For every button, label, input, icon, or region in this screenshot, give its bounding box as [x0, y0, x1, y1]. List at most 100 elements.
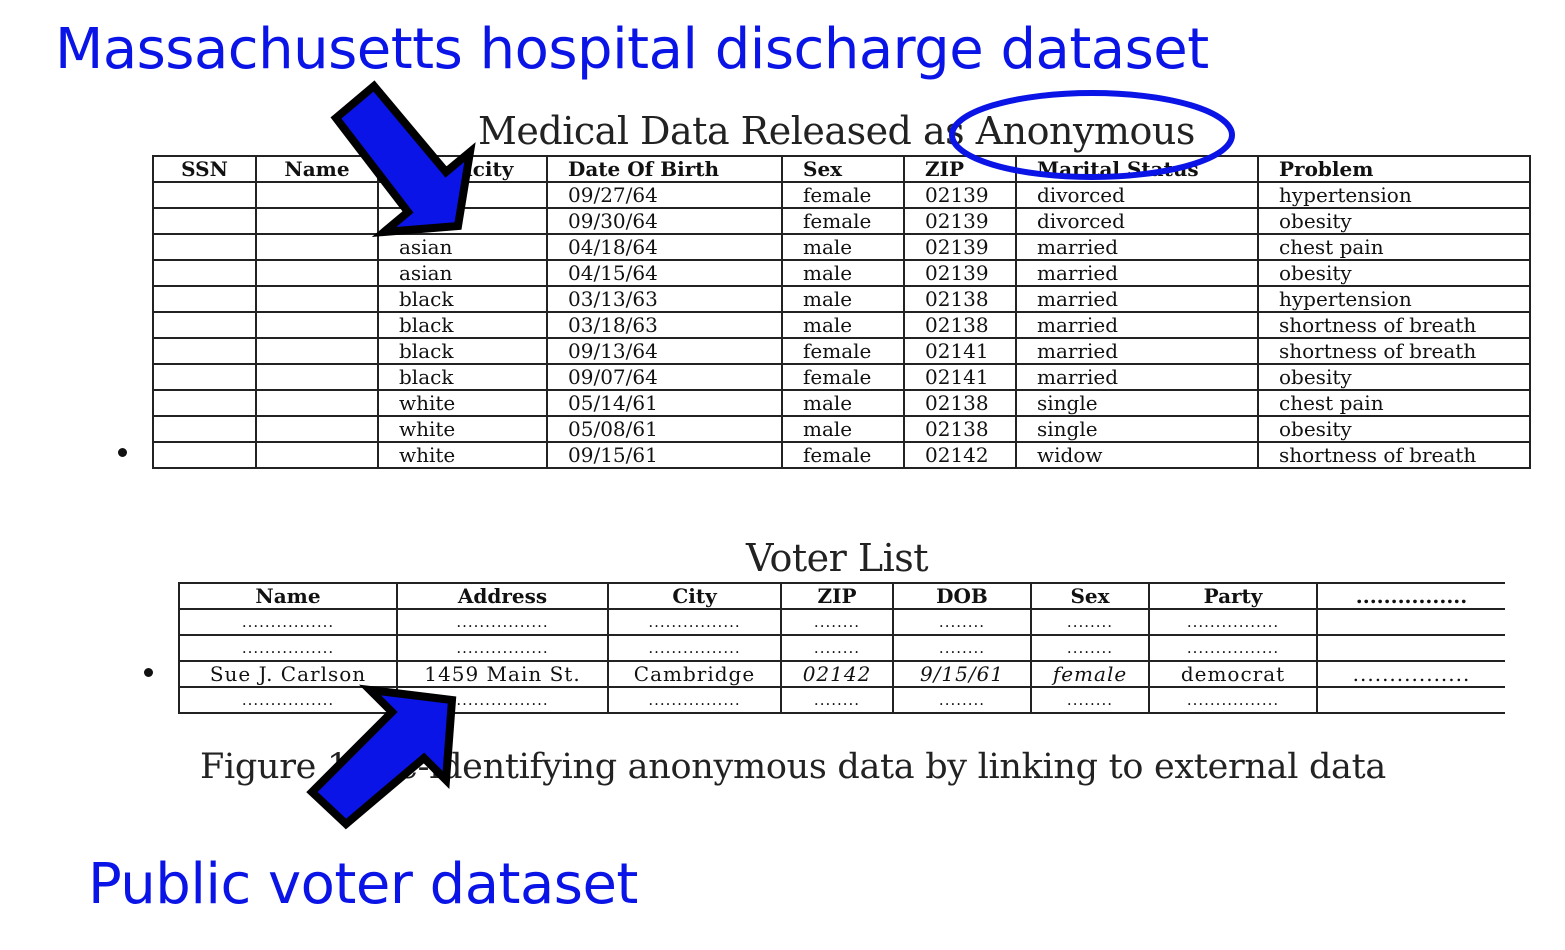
table-row: ........................................…: [178, 634, 1505, 662]
table-cell: [255, 311, 379, 339]
table-cell: [255, 233, 379, 261]
medical-col-ssn: SSN: [152, 155, 257, 183]
table-cell: 02138: [903, 415, 1017, 443]
table-cell: chest pain: [1257, 233, 1531, 261]
table-cell: 09/07/64: [546, 363, 783, 391]
table-cell: married: [1015, 285, 1259, 313]
table-row: asian 04/15/64 male 02139 married obesity: [152, 259, 1531, 287]
table-cell: married: [1015, 233, 1259, 261]
table-cell: [152, 207, 257, 235]
medical-caption: Medical Data Released as Anonymous: [478, 109, 1195, 153]
table-cell: ................: [1148, 634, 1318, 662]
table-row: black 09/07/64 female 02141 married obesity: [152, 363, 1531, 391]
table-cell: single: [1015, 389, 1259, 417]
table-cell: Cambridge: [607, 660, 782, 688]
voter-col-address: Address: [396, 582, 609, 610]
table-cell: 02142: [780, 660, 894, 688]
table-cell: female: [781, 337, 905, 365]
table-cell: ........: [892, 686, 1032, 714]
table-cell: [255, 181, 379, 209]
table-cell: 1459 Main St.: [396, 660, 609, 688]
table-cell: chest pain: [1257, 389, 1531, 417]
bottom-heading: Public voter dataset: [88, 852, 638, 917]
table-row: white 05/14/61 male 02138 single chest pain: [152, 389, 1531, 417]
table-cell: ................: [1148, 686, 1318, 714]
table-cell: [152, 233, 257, 261]
table-cell: 02141: [903, 337, 1017, 365]
table-cell: ........: [892, 634, 1032, 662]
table-cell: white: [377, 389, 548, 417]
table-cell: [152, 337, 257, 365]
table-cell: obesity: [1257, 259, 1531, 287]
table-cell: 9/15/61: [892, 660, 1032, 688]
table-row: ........................................…: [178, 608, 1505, 636]
table-cell: 02138: [903, 285, 1017, 313]
table-cell: [255, 441, 379, 469]
table-row: black 03/13/63 male 02138 married hypertensio…: [152, 285, 1531, 313]
table-cell: 05/14/61: [546, 389, 783, 417]
table-cell: ........: [780, 634, 894, 662]
table-cell: 09/30/64: [546, 207, 783, 235]
table-cell: obesity: [1257, 207, 1531, 235]
table-cell: male: [781, 389, 905, 417]
medical-col-problem: Problem: [1257, 155, 1531, 183]
table-cell: ........: [892, 608, 1032, 636]
voter-col-city: City: [607, 582, 782, 610]
table-row: 09/27/64 female 02139 divorced hypertension: [152, 181, 1531, 209]
table-cell: [1316, 608, 1505, 636]
table-cell: 02139: [903, 181, 1017, 209]
table-row: black 09/13/64 female 02141 married shortness…: [152, 337, 1531, 365]
table-cell: male: [781, 285, 905, 313]
medical-col-zip: ZIP: [903, 155, 1017, 183]
table-cell: married: [1015, 363, 1259, 391]
voter-caption: Voter List: [746, 536, 929, 580]
table-cell: male: [781, 311, 905, 339]
table-cell: single: [1015, 415, 1259, 443]
table-cell: male: [781, 259, 905, 287]
table-cell: [255, 259, 379, 287]
table-cell: [255, 207, 379, 235]
table-cell: [1316, 686, 1505, 714]
table-row: 09/30/64 female 02139 divorced obesity: [152, 207, 1531, 235]
table-cell: [255, 285, 379, 313]
voter-col-party: Party: [1148, 582, 1318, 610]
table-cell: [152, 259, 257, 287]
table-cell: female: [781, 441, 905, 469]
table-cell: ................: [1148, 608, 1318, 636]
table-cell: obesity: [1257, 363, 1531, 391]
table-cell: ................: [396, 608, 609, 636]
table-cell: 09/13/64: [546, 337, 783, 365]
table-cell: 02138: [903, 389, 1017, 417]
table-cell: married: [1015, 337, 1259, 365]
table-cell: [152, 181, 257, 209]
table-cell: 04/18/64: [546, 233, 783, 261]
table-row: black 03/18/63 male 02138 married shortness o…: [152, 311, 1531, 339]
table-cell: married: [1015, 259, 1259, 287]
table-cell: ................: [396, 634, 609, 662]
down-arrow-icon: [330, 80, 476, 238]
table-row: white 09/15/61 female 02142 widow shortness o…: [152, 441, 1531, 469]
table-cell: 04/15/64: [546, 259, 783, 287]
table-cell: ........: [780, 608, 894, 636]
table-cell: obesity: [1257, 415, 1531, 443]
voter-header-row: Name Address City ZIP DOB Sex Party ....…: [178, 582, 1505, 610]
table-cell: 02142: [903, 441, 1017, 469]
voter-table: Name Address City ZIP DOB Sex Party ....…: [178, 582, 1505, 714]
table-cell: [152, 441, 257, 469]
table-cell: black: [377, 285, 548, 313]
table-cell: female: [781, 363, 905, 391]
table-cell: married: [1015, 311, 1259, 339]
table-cell: female: [1030, 660, 1150, 688]
table-cell: Sue J. Carlson: [178, 660, 398, 688]
table-cell: ........: [780, 686, 894, 714]
table-cell: ........: [1030, 608, 1150, 636]
table-cell: ................: [607, 608, 782, 636]
top-heading: Massachusetts hospital discharge dataset: [55, 17, 1209, 82]
medical-col-sex: Sex: [781, 155, 905, 183]
table-cell: shortness of breath: [1257, 441, 1531, 469]
table-cell: ................: [178, 634, 398, 662]
table-cell: 05/08/61: [546, 415, 783, 443]
table-cell: hypertension: [1257, 181, 1531, 209]
table-cell: ................: [607, 634, 782, 662]
